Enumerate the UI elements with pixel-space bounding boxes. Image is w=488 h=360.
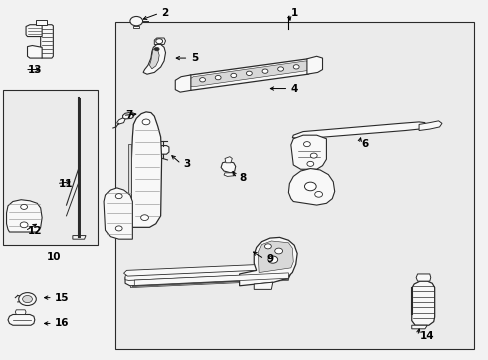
Circle shape (156, 39, 162, 44)
Polygon shape (123, 263, 288, 276)
Circle shape (20, 204, 27, 210)
Polygon shape (125, 267, 290, 286)
Polygon shape (224, 157, 232, 163)
Polygon shape (41, 25, 53, 58)
Polygon shape (125, 266, 289, 280)
Polygon shape (258, 241, 293, 273)
Circle shape (141, 215, 148, 221)
Bar (3, 90, 98, 244)
Polygon shape (36, 21, 47, 25)
Polygon shape (175, 75, 190, 92)
Circle shape (154, 47, 159, 51)
Text: 11: 11 (59, 179, 74, 189)
Circle shape (306, 161, 313, 166)
Text: 6: 6 (361, 139, 368, 149)
Text: 9: 9 (266, 254, 273, 264)
Polygon shape (290, 135, 326, 169)
Text: 2: 2 (161, 8, 168, 18)
Polygon shape (288, 168, 334, 205)
Polygon shape (418, 121, 441, 131)
Polygon shape (143, 44, 165, 74)
Polygon shape (411, 325, 427, 329)
Text: 7: 7 (125, 111, 132, 121)
Text: 5: 5 (190, 53, 198, 63)
Circle shape (262, 69, 267, 73)
Polygon shape (224, 173, 234, 176)
Circle shape (115, 194, 122, 199)
Circle shape (267, 256, 277, 263)
Text: 16: 16 (55, 319, 70, 328)
Polygon shape (128, 144, 131, 198)
Text: 4: 4 (290, 84, 298, 94)
Polygon shape (15, 310, 26, 315)
Polygon shape (131, 112, 161, 227)
Polygon shape (130, 275, 288, 288)
Circle shape (274, 248, 282, 254)
Circle shape (199, 78, 205, 82)
Circle shape (115, 226, 122, 231)
Circle shape (304, 182, 316, 191)
Polygon shape (181, 59, 316, 90)
Polygon shape (132, 274, 288, 287)
Polygon shape (415, 274, 430, 281)
Circle shape (264, 244, 271, 249)
Polygon shape (6, 200, 42, 232)
Polygon shape (159, 145, 168, 154)
Polygon shape (134, 273, 288, 285)
Polygon shape (26, 25, 42, 37)
Circle shape (303, 141, 310, 147)
Circle shape (310, 153, 317, 158)
Bar (115, 22, 473, 348)
Polygon shape (221, 161, 235, 173)
Text: 10: 10 (47, 252, 61, 262)
Polygon shape (117, 118, 125, 125)
Text: 13: 13 (27, 64, 42, 75)
Circle shape (130, 17, 142, 26)
Circle shape (314, 192, 322, 197)
Text: 8: 8 (239, 173, 246, 183)
Polygon shape (73, 235, 86, 239)
Polygon shape (254, 282, 272, 289)
Polygon shape (306, 56, 322, 74)
Polygon shape (185, 61, 312, 87)
Text: 14: 14 (419, 331, 434, 341)
Polygon shape (104, 188, 132, 239)
Text: 12: 12 (27, 226, 42, 236)
Text: 3: 3 (183, 159, 190, 169)
Text: 1: 1 (290, 8, 298, 18)
Polygon shape (239, 237, 297, 286)
Circle shape (277, 67, 283, 71)
Polygon shape (154, 38, 165, 44)
Polygon shape (149, 48, 159, 69)
Polygon shape (411, 281, 434, 325)
Text: 15: 15 (55, 293, 70, 303)
Polygon shape (27, 45, 42, 58)
Circle shape (230, 73, 236, 78)
Polygon shape (133, 26, 139, 28)
Circle shape (22, 296, 32, 303)
Circle shape (20, 222, 28, 228)
Circle shape (215, 76, 221, 80)
Circle shape (293, 65, 299, 69)
Polygon shape (122, 113, 133, 119)
Circle shape (142, 119, 150, 125)
Polygon shape (292, 122, 424, 139)
Circle shape (246, 71, 252, 76)
Circle shape (19, 293, 36, 306)
Polygon shape (8, 315, 35, 325)
